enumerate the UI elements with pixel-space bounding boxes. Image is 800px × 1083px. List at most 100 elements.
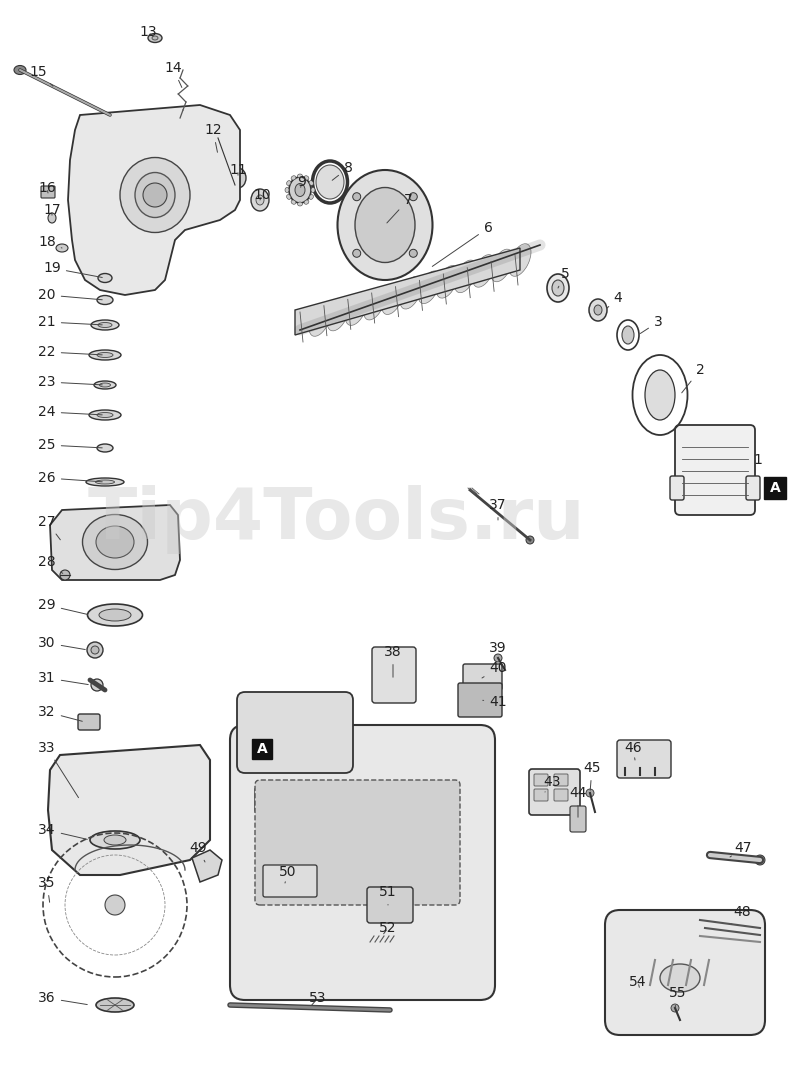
FancyBboxPatch shape (463, 664, 502, 690)
Ellipse shape (97, 296, 113, 304)
Polygon shape (50, 505, 180, 580)
Ellipse shape (298, 203, 302, 206)
Ellipse shape (298, 174, 302, 178)
Ellipse shape (99, 383, 110, 387)
Text: 16: 16 (38, 181, 56, 195)
Text: 24: 24 (38, 405, 102, 419)
Text: 39: 39 (489, 641, 507, 658)
Text: 25: 25 (38, 438, 102, 452)
FancyBboxPatch shape (554, 774, 568, 786)
Text: 12: 12 (204, 123, 222, 153)
FancyBboxPatch shape (458, 683, 502, 717)
FancyBboxPatch shape (675, 425, 755, 516)
Ellipse shape (291, 175, 296, 180)
Ellipse shape (289, 177, 311, 203)
Ellipse shape (120, 157, 190, 233)
Ellipse shape (645, 370, 675, 420)
Text: 11: 11 (229, 164, 247, 177)
Polygon shape (295, 248, 520, 335)
Ellipse shape (97, 413, 113, 418)
Ellipse shape (97, 352, 113, 357)
Ellipse shape (99, 609, 131, 621)
Ellipse shape (552, 280, 564, 296)
FancyBboxPatch shape (252, 739, 272, 759)
Text: 29: 29 (38, 598, 87, 614)
Ellipse shape (594, 305, 602, 315)
Ellipse shape (95, 480, 114, 484)
FancyBboxPatch shape (372, 647, 416, 703)
Text: A: A (770, 481, 780, 495)
FancyBboxPatch shape (255, 787, 296, 813)
Text: 46: 46 (624, 741, 642, 760)
Text: 49: 49 (189, 841, 207, 862)
Ellipse shape (90, 831, 140, 849)
Text: 15: 15 (29, 65, 53, 86)
Ellipse shape (309, 303, 331, 337)
Circle shape (60, 570, 70, 580)
FancyBboxPatch shape (746, 477, 760, 500)
Text: 18: 18 (38, 235, 62, 249)
Ellipse shape (418, 271, 440, 303)
Text: 37: 37 (490, 498, 506, 520)
Ellipse shape (148, 34, 162, 42)
Polygon shape (192, 850, 222, 882)
Ellipse shape (311, 187, 315, 193)
FancyBboxPatch shape (230, 725, 495, 1000)
Text: 35: 35 (38, 876, 56, 902)
Text: 34: 34 (38, 823, 87, 839)
Ellipse shape (89, 350, 121, 360)
Ellipse shape (473, 255, 494, 287)
Ellipse shape (355, 187, 415, 262)
Ellipse shape (660, 964, 700, 992)
Ellipse shape (56, 244, 68, 252)
FancyBboxPatch shape (529, 769, 580, 815)
Polygon shape (48, 745, 210, 875)
FancyBboxPatch shape (534, 774, 548, 786)
Ellipse shape (547, 274, 569, 302)
Circle shape (494, 654, 502, 662)
FancyBboxPatch shape (237, 692, 353, 773)
Text: Tip4Tools.ru: Tip4Tools.ru (87, 485, 585, 554)
Ellipse shape (295, 183, 305, 196)
Ellipse shape (304, 175, 309, 180)
Text: 26: 26 (38, 471, 102, 485)
Ellipse shape (316, 165, 344, 199)
Text: 47: 47 (730, 841, 752, 857)
FancyBboxPatch shape (605, 910, 765, 1035)
Text: 55: 55 (670, 986, 686, 1008)
Text: 8: 8 (332, 161, 353, 180)
Ellipse shape (304, 200, 309, 205)
Ellipse shape (436, 265, 458, 298)
Text: 14: 14 (164, 61, 182, 88)
Text: 41: 41 (482, 695, 507, 709)
FancyBboxPatch shape (534, 790, 548, 801)
Text: 33: 33 (38, 741, 78, 798)
Ellipse shape (363, 287, 386, 319)
Ellipse shape (491, 249, 513, 282)
Ellipse shape (589, 299, 607, 321)
Ellipse shape (135, 172, 175, 218)
Text: 9: 9 (298, 175, 306, 190)
Ellipse shape (96, 526, 134, 558)
Ellipse shape (98, 274, 112, 283)
Ellipse shape (338, 170, 433, 280)
FancyBboxPatch shape (263, 865, 317, 897)
Text: 21: 21 (38, 315, 102, 329)
Ellipse shape (91, 319, 119, 330)
Text: 20: 20 (38, 288, 102, 302)
Ellipse shape (327, 298, 349, 330)
Ellipse shape (400, 276, 422, 309)
Text: 52: 52 (379, 921, 397, 935)
Ellipse shape (309, 195, 314, 199)
Circle shape (755, 854, 765, 865)
Text: 19: 19 (43, 261, 102, 277)
Text: 23: 23 (38, 375, 102, 389)
Ellipse shape (509, 244, 531, 276)
Text: 45: 45 (583, 761, 601, 791)
Circle shape (87, 642, 103, 658)
Text: 13: 13 (139, 25, 157, 39)
Circle shape (671, 1004, 679, 1012)
FancyBboxPatch shape (554, 790, 568, 801)
Text: 53: 53 (310, 991, 326, 1005)
Circle shape (105, 895, 125, 915)
